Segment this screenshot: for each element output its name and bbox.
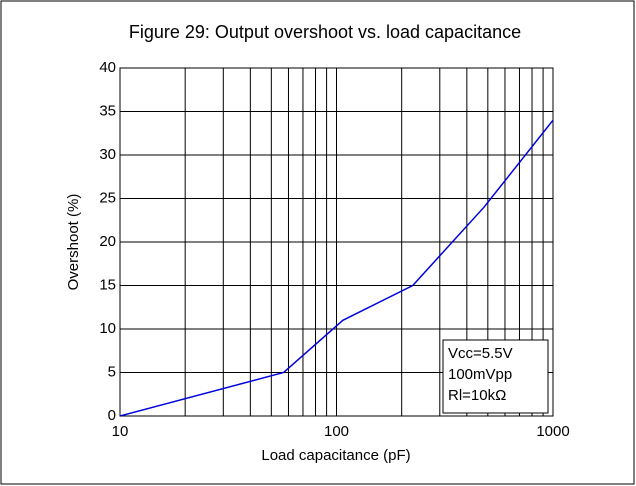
chart-title: Figure 29: Output overshoot vs. load cap… <box>129 22 521 42</box>
y-tick-label: 30 <box>99 146 116 163</box>
y-tick-label: 25 <box>99 189 116 206</box>
annotation-text: Rl=10kΩ <box>448 387 506 404</box>
annotation-text: Vcc=5.5V <box>448 345 513 362</box>
annotation-box <box>442 339 549 414</box>
x-tick-label: 100 <box>324 423 349 440</box>
y-tick-label: 15 <box>99 276 116 293</box>
y-tick-label: 35 <box>99 102 116 119</box>
annotation-text: 100mVpp <box>448 366 512 383</box>
y-tick-label: 5 <box>108 363 116 380</box>
line-series <box>119 119 554 417</box>
x-tick-label: 10 <box>112 423 129 440</box>
y-tick-label: 0 <box>108 407 116 424</box>
y-axis-label: Overshoot (%) <box>65 194 82 291</box>
y-tick-label: 20 <box>99 233 116 250</box>
x-axis-label: Load capacitance (pF) <box>261 447 410 464</box>
y-tick-label: 10 <box>99 320 116 337</box>
plot-border <box>119 67 554 417</box>
x-tick-label: 1000 <box>536 423 569 440</box>
y-tick-label: 40 <box>99 59 116 76</box>
